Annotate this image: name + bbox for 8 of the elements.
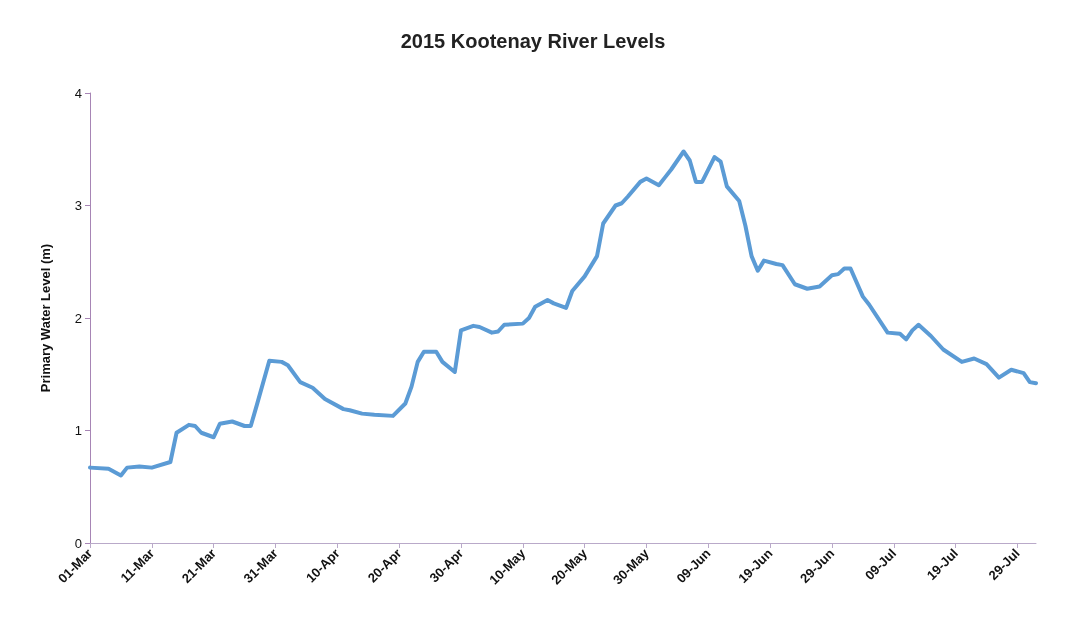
chart-title: 2015 Kootenay River Levels bbox=[400, 30, 666, 52]
y-axis-title: Primary Water Level (m) bbox=[38, 243, 53, 393]
line-series bbox=[88, 149, 1038, 478]
y-tick-label: 4 bbox=[74, 85, 82, 101]
y-tick-label: 2 bbox=[74, 310, 82, 326]
y-tick-label: 0 bbox=[74, 535, 82, 551]
y-tick-label: 3 bbox=[74, 198, 82, 213]
y-tick-label: 1 bbox=[74, 423, 82, 438]
